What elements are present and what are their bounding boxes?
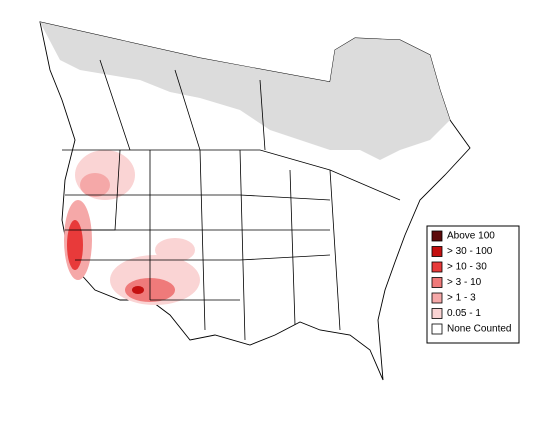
legend-label: > 10 - 30 <box>447 262 487 273</box>
abundance-area <box>80 173 110 197</box>
abundance-area <box>132 286 144 294</box>
legend-label: > 3 - 10 <box>447 277 482 288</box>
border <box>149 149 341 341</box>
legend-swatch <box>431 308 443 319</box>
legend: Above 100 > 30 - 100 > 10 - 30 > 3 - 10 > 1 … <box>426 225 520 344</box>
legend-swatch <box>431 277 443 288</box>
legend-label: > 30 - 100 <box>447 246 493 257</box>
border <box>80 59 266 231</box>
abundance-area <box>155 238 195 262</box>
legend-swatch <box>431 323 443 335</box>
legend-swatch <box>431 230 443 242</box>
border <box>62 149 401 201</box>
continent <box>39 21 471 381</box>
legend-label: 0.05 - 1 <box>447 308 481 319</box>
border <box>65 194 331 261</box>
legend-label: > 1 - 3 <box>447 293 476 304</box>
legend-label: None Counted <box>447 324 512 335</box>
legend-swatch <box>431 292 443 304</box>
no-data-region <box>40 22 450 160</box>
legend-swatch <box>431 261 443 273</box>
borders <box>62 59 401 341</box>
legend-label: Above 100 <box>447 231 495 242</box>
border <box>65 229 330 301</box>
abundance-area <box>67 220 83 270</box>
legend-swatch <box>431 246 443 257</box>
